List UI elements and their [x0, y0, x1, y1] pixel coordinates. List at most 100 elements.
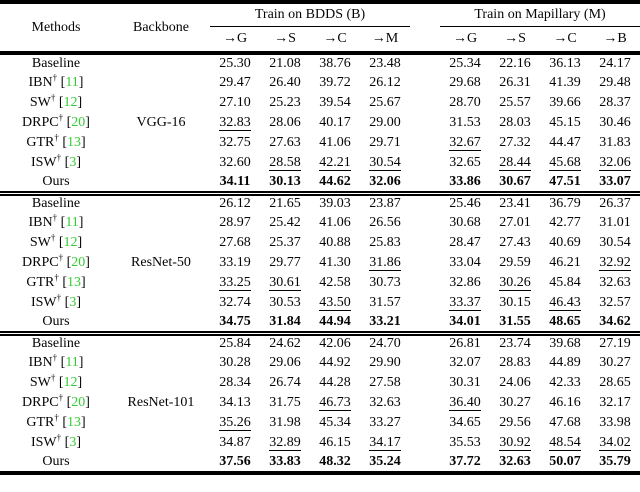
metric-value: 47.51 [549, 173, 581, 189]
citation-number[interactable]: 3 [69, 295, 77, 310]
metric-value: 31.55 [499, 313, 531, 329]
citation-number[interactable]: 20 [71, 255, 86, 270]
metric-value: 28.03 [499, 115, 531, 130]
citation[interactable]: [13] [58, 135, 86, 150]
value-cell: 31.53 [440, 113, 490, 133]
table-row: Ours 37.56 33.83 48.32 35.24 37.72 32.63 50.07 3… [0, 453, 640, 473]
metric-value: 31.57 [369, 295, 401, 310]
citation-number[interactable]: 13 [67, 135, 81, 150]
value-cell: 25.42 [260, 213, 310, 233]
citation-number[interactable]: 3 [69, 435, 77, 450]
value-cell: 42.58 [310, 273, 360, 293]
citation-number[interactable]: 11 [65, 215, 79, 230]
metric-value: 25.37 [269, 235, 301, 250]
metric-value: 33.07 [599, 173, 631, 189]
metric-value: 27.01 [499, 215, 531, 230]
citation-number[interactable]: 12 [63, 95, 78, 110]
citation[interactable]: [12] [55, 235, 83, 250]
method-name: ISW [30, 155, 57, 170]
metric-value: 39.68 [549, 336, 581, 352]
value-cell: 33.21 [360, 313, 410, 333]
dagger-mark: † [56, 292, 62, 303]
citation-number[interactable]: 20 [71, 395, 86, 410]
value-cell: 24.62 [260, 333, 310, 353]
value-cell: 41.30 [310, 253, 360, 273]
value-cell: 25.46 [440, 193, 490, 213]
citation[interactable]: [11] [57, 215, 84, 230]
citation[interactable]: [20] [63, 395, 90, 410]
value-cell: 44.28 [310, 373, 360, 393]
citation-number[interactable]: 13 [67, 275, 81, 290]
metric-value: 34.02 [599, 435, 631, 451]
citation-number[interactable]: 20 [71, 115, 86, 130]
metric-value: 35.26 [219, 415, 251, 431]
value-cell: 30.68 [440, 213, 490, 233]
group-gap [410, 413, 440, 433]
value-cell: 48.32 [310, 453, 360, 473]
value-cell: 21.08 [260, 53, 310, 73]
metric-value: 40.69 [549, 235, 581, 250]
metric-value: 33.83 [269, 454, 301, 469]
value-cell: 42.21 [310, 153, 360, 173]
citation-number[interactable]: 12 [63, 235, 78, 250]
citation[interactable]: [12] [55, 375, 83, 390]
value-cell: 44.89 [540, 353, 590, 373]
citation-number[interactable]: 3 [69, 155, 77, 170]
citation[interactable]: [13] [58, 415, 86, 430]
metric-value: 31.84 [269, 313, 301, 329]
table-row: DRPC† [20] 34.13 31.75 46.73 32.63 36.40 30.27… [0, 393, 640, 413]
value-cell: 40.17 [310, 113, 360, 133]
value-cell: 30.26 [490, 273, 540, 293]
citation-number[interactable]: 12 [63, 375, 78, 390]
citation-number[interactable]: 11 [65, 75, 79, 90]
metric-value: 30.13 [269, 173, 301, 189]
citation[interactable]: [12] [55, 95, 83, 110]
value-cell: 27.58 [360, 373, 410, 393]
citation-number[interactable]: 13 [67, 415, 81, 430]
metric-value: 25.23 [269, 95, 301, 110]
group-gap [410, 213, 440, 233]
metric-value: 28.37 [599, 95, 631, 110]
method-cell: SW† [12] [0, 233, 112, 253]
group-gap [410, 53, 440, 73]
table-row: GTR† [13] 33.25 30.61 42.58 30.73 32.86 30.26 4… [0, 273, 640, 293]
metric-value: 33.04 [449, 255, 481, 270]
citation[interactable]: [20] [63, 255, 90, 270]
metric-value: 44.62 [319, 173, 351, 189]
value-cell: 35.24 [360, 453, 410, 473]
citation[interactable]: [3] [61, 435, 81, 450]
citation[interactable]: [13] [58, 275, 86, 290]
block-resnet-101: Baseline ResNet-101 25.84 24.62 42.06 24.70 26… [0, 333, 640, 473]
value-cell: 33.83 [260, 453, 310, 473]
metric-value: 33.21 [369, 313, 401, 329]
citation-number[interactable]: 11 [65, 355, 79, 370]
method-cell: IBN† [11] [0, 213, 112, 233]
citation[interactable]: [20] [63, 115, 90, 130]
metric-value: 29.71 [369, 135, 401, 150]
group-header-bdds: Train on BDDS (B) [254, 7, 366, 22]
dagger-mark: † [50, 232, 56, 243]
metric-value: 29.68 [449, 75, 481, 90]
metric-value: 32.75 [219, 135, 251, 150]
value-cell: 34.11 [210, 173, 260, 193]
value-cell: 39.54 [310, 93, 360, 113]
metric-value: 44.89 [549, 355, 581, 370]
table-row: DRPC† [20] 33.19 29.77 41.30 31.86 33.04 29.59… [0, 253, 640, 273]
subcol-header-bdds-0: →G [210, 26, 260, 53]
metric-value: 24.06 [499, 375, 531, 390]
citation[interactable]: [11] [57, 75, 84, 90]
value-cell: 30.92 [490, 433, 540, 453]
value-cell: 27.10 [210, 93, 260, 113]
metric-value: 26.40 [269, 75, 301, 90]
metric-value: 30.92 [499, 435, 531, 451]
citation[interactable]: [11] [57, 355, 84, 370]
value-cell: 35.26 [210, 413, 260, 433]
value-cell: 44.47 [540, 133, 590, 153]
metric-value: 38.76 [319, 56, 351, 71]
metric-value: 26.56 [369, 215, 401, 230]
citation[interactable]: [3] [61, 295, 81, 310]
method-name: SW [29, 375, 51, 390]
table-row: ISW† [3] 32.74 30.53 43.50 31.57 33.37 30.15 46… [0, 293, 640, 313]
citation[interactable]: [3] [61, 155, 81, 170]
value-cell: 32.74 [210, 293, 260, 313]
